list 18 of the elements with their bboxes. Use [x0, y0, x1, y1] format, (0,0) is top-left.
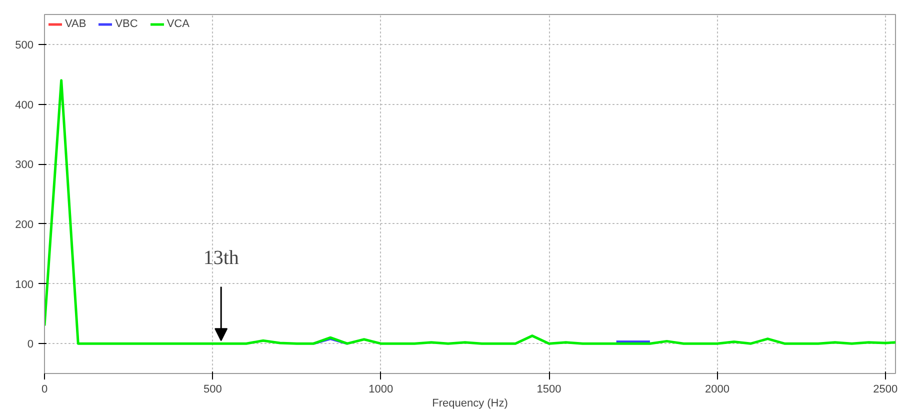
- x-tick-label: 2000: [704, 384, 730, 396]
- y-tick-label: 200: [15, 218, 34, 231]
- x-tick-label: 1000: [368, 384, 394, 396]
- x-tick-label: 1500: [536, 384, 562, 396]
- x-tick-label: 0: [41, 384, 48, 396]
- legend-label: VBC: [115, 18, 138, 30]
- annotation: 13th: [203, 246, 239, 269]
- y-tick-label: 500: [15, 39, 34, 52]
- y-tick-label: 100: [15, 278, 34, 291]
- x-tick-label: 2500: [873, 384, 898, 396]
- y-tick-label: 300: [15, 159, 34, 172]
- y-tick-label: 400: [15, 99, 34, 112]
- legend-label: VCA: [166, 18, 190, 30]
- x-tick-label: 500: [204, 384, 222, 396]
- x-axis-title: Frequency (Hz): [432, 398, 508, 410]
- y-tick-label: 0: [27, 338, 34, 351]
- line-series: [44, 79, 896, 345]
- legend-label: VAB: [65, 18, 86, 30]
